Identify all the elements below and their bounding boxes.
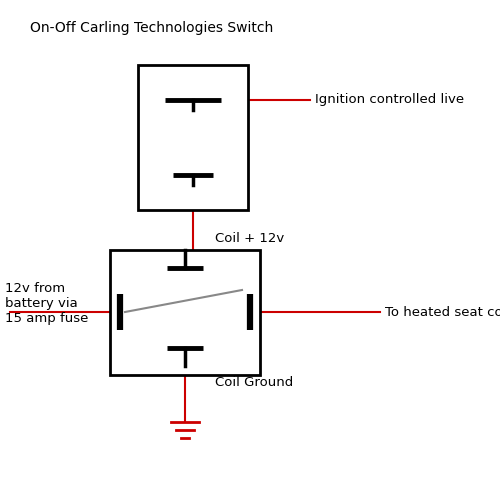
Text: Coil + 12v: Coil + 12v	[215, 232, 284, 244]
Text: 12v from
battery via
15 amp fuse: 12v from battery via 15 amp fuse	[5, 282, 88, 325]
Text: On-Off Carling Technologies Switch: On-Off Carling Technologies Switch	[30, 21, 273, 35]
Text: Ignition controlled live: Ignition controlled live	[315, 94, 464, 106]
Text: Coil Ground: Coil Ground	[215, 376, 293, 388]
Bar	[110, 250, 260, 375]
Text: To heated seat connector: To heated seat connector	[385, 306, 500, 318]
Bar	[138, 65, 248, 210]
